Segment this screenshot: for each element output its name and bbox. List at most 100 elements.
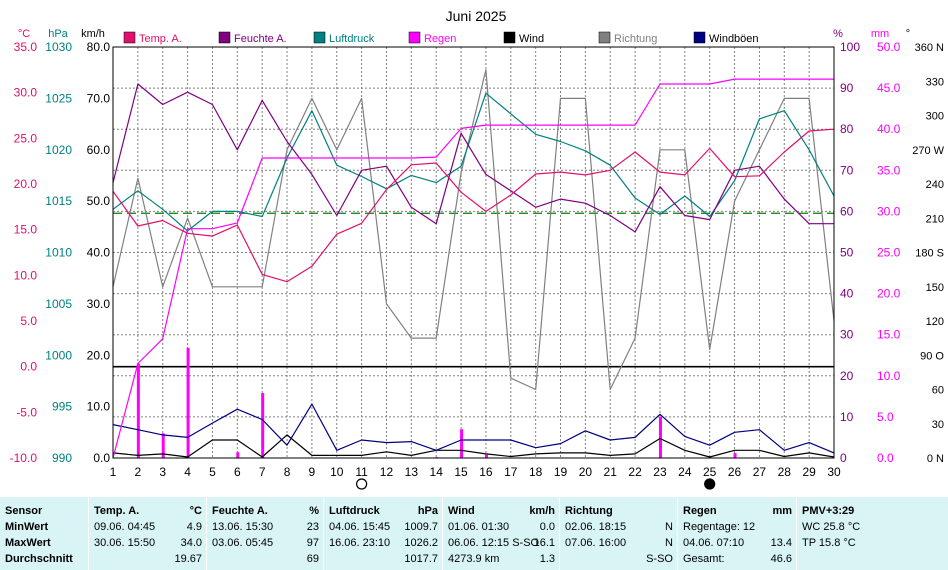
x-tick-label: 14 [430,465,444,479]
rain-tick-label: 15.0 [877,328,901,342]
stat-value: km/h [529,505,555,517]
stat-row: Regentage: 12 [683,519,792,535]
stat-cell: Gesamt: [683,553,725,565]
pressure-tick-label: 1015 [45,194,72,208]
rain-tick-label: 35.0 [877,163,901,177]
temp-tick-label: 20.0 [14,177,38,191]
stat-cell: 02.06. 18:15 [565,521,627,533]
humidity-tick-label: 0 [840,451,847,465]
pressure-tick-label: 1020 [45,143,72,157]
wind-tick-label: 70.0 [87,91,111,105]
series-line-luftdruck [112,92,835,232]
direction-tick-label: 90 O [920,350,944,362]
stat-row: 04.06. 07:10 13.4 [683,535,792,551]
stat-cell: Sensor [5,505,43,517]
stat-cell: 06.06. 12:15 S-SO [448,537,540,549]
humidity-tick-label: 10 [840,410,854,424]
wind-tick-label: 10.0 [87,400,111,414]
stat-value: 46.6 [770,553,792,565]
temp-tick-label: 10.0 [14,268,38,282]
stat-cell: 13.06. 15:30 [212,521,274,533]
stat-row: WC 25.8 °C [802,519,944,535]
stat-row: 13.06. 15:30 23 [212,519,319,535]
legend-swatch [218,31,231,44]
stat-column: Richtung 02.06. 18:15 N 07.06. 16:00 N S-SO [559,497,677,570]
stat-cell: Regentage: 12 [683,521,756,533]
direction-tick-label: 360 N [915,42,944,54]
stat-value: 16.1 [533,537,555,549]
humidity-tick-label: 90 [840,81,854,95]
legend-label: Wind [519,33,544,45]
x-tick-label: 5 [209,465,216,479]
axis-units: °C hPa km/h% mm ° [18,28,910,40]
stat-row: Durchschnitt [5,551,84,567]
temp-tick-label: 15.0 [14,223,38,237]
pressure-tick-label: 1030 [45,40,72,54]
stat-cell: Wind [448,505,475,517]
temp-unit-label: °C [18,28,30,40]
stat-cell: Luftdruck [329,505,380,517]
stat-value: % [309,505,319,517]
stat-column: Temp. A. °C 09.06. 04:45 4.9 30.06. 15:50 34.… [88,497,206,570]
stat-row: 03.06. 05:45 97 [212,535,319,551]
pressure-tick-label: 995 [52,400,72,414]
statistics-table: Sensor MinWert MaxWert Durchschnitt Temp. A.… [0,497,948,570]
direction-tick-label: 180 S [915,248,944,260]
series-line-feuchte-a [112,83,834,233]
stat-column: Luftdruck hPa 04.06. 15:45 1009.7 16.06. 23:… [323,497,442,570]
stat-row: Gesamt: 46.6 [683,551,792,567]
temp-tick-label: 25.0 [14,131,38,145]
stat-value: 1017.7 [404,553,438,565]
wind-tick-label: 50.0 [87,194,111,208]
legend-label: Luftdruck [329,33,375,45]
stat-value: 34.0 [180,537,202,549]
rain-daily-bars [136,347,737,458]
x-tick-label: 1 [110,465,117,479]
x-tick-label: 28 [778,465,792,479]
stat-cell: Feuchte A. [212,505,268,517]
rain-bar [136,363,140,458]
legend-swatch [408,31,421,44]
stat-cell: 07.06. 16:00 [565,537,627,549]
series-line-richtung [112,69,835,391]
stat-row: Luftdruck hPa [329,503,438,519]
x-tick-label: 22 [628,465,642,479]
stat-cell: 09.06. 04:45 [94,521,156,533]
pressure-tick-label: 1025 [45,91,72,105]
stat-row: Temp. A. °C [94,503,202,519]
stat-cell: 01.06. 01:30 [448,521,510,533]
stat-row: MinWert [5,519,84,535]
stat-row: 01.06. 01:30 0.0 [448,519,555,535]
stat-value: mm [772,505,792,517]
pressure-tick-label: 1005 [45,297,72,311]
temp-tick-label: 35.0 [14,40,38,54]
rain-tick-label: 10.0 [877,369,901,383]
chart-legend: Temp. A. Feuchte A. Luftdruck Regen Wind Rich… [123,31,759,45]
legend-label: Feuchte A. [234,33,287,45]
stat-cell: TP 15.8 °C [802,537,856,549]
x-tick-label: 10 [330,465,344,479]
wind-tick-label: 40.0 [87,246,111,260]
x-tick-label: 30 [827,465,841,479]
x-tick-label: 7 [259,465,266,479]
stat-value: °C [189,505,202,517]
direction-tick-label: 60 [932,385,944,397]
wind-tick-label: 60.0 [87,143,111,157]
x-tick-label: 9 [309,465,316,479]
right-axes: 100908070605040302010050.045.040.035.030… [840,40,945,465]
left-axes: 35.0 30.0 25.0 20.0 15.0 10.0 5.0 0.0 -5.0 -10.0 1… [10,40,111,465]
legend-swatch [313,31,326,44]
humidity-tick-label: 70 [840,163,854,177]
stat-row: MaxWert [5,535,84,551]
stat-cell: 03.06. 05:45 [212,537,274,549]
x-axis-ticks: 1 2 3 4 5 6 7 8 9 10 11 12 13 14 15 16 17 18 19 20 21 22 23 24 2… [110,465,841,479]
wind-tick-label: 80.0 [87,40,111,54]
stat-value: N [665,537,673,549]
x-tick-label: 17 [504,465,518,479]
rain-tick-label: 30.0 [877,204,901,218]
stat-value: 1.3 [539,553,555,565]
x-tick-label: 11 [355,465,368,479]
stat-cell: 4273.9 km [448,553,500,565]
series-lines [112,69,835,459]
direction-tick-label: 300 [926,111,944,123]
